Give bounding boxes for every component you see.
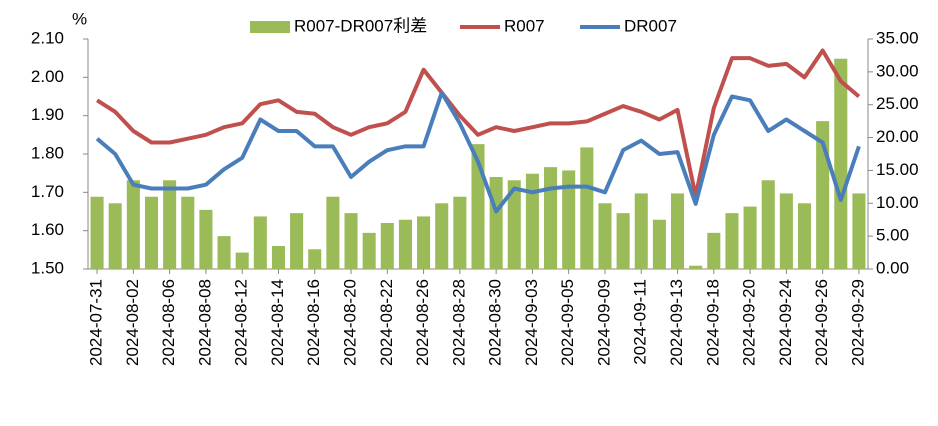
y2-tick-label: 0.00: [876, 258, 909, 277]
bar: [417, 216, 431, 269]
bar: [743, 206, 757, 269]
bar: [90, 196, 104, 269]
bar: [797, 203, 812, 269]
bar: [707, 232, 721, 269]
x-tick-label: 2024-09-11: [631, 279, 650, 365]
bar: [634, 193, 648, 269]
bar: [725, 213, 739, 269]
x-tick-label: 2024-07-31: [87, 279, 106, 366]
bar: [580, 147, 594, 269]
x-tick-label: 2024-08-28: [449, 279, 468, 366]
legend-label: DR007: [624, 16, 677, 35]
bar: [525, 173, 539, 269]
bar: [344, 213, 358, 269]
y-tick-label: 1.70: [31, 182, 64, 201]
bar: [652, 219, 666, 269]
x-tick-label: 2024-09-09: [594, 279, 613, 366]
y2-tick-label: 15.00: [876, 160, 919, 179]
x-tick-label: 2024-09-20: [740, 279, 759, 366]
bar: [308, 249, 322, 269]
y-unit-label: %: [72, 9, 87, 28]
bar: [489, 177, 503, 269]
y-tick-label: 2.10: [31, 28, 64, 47]
y2-tick-label: 20.00: [876, 127, 919, 146]
bar: [689, 265, 703, 269]
bar: [271, 246, 285, 269]
y-tick-label: 1.80: [31, 143, 64, 162]
bar: [852, 193, 866, 269]
line: [95, 90, 861, 214]
x-tick-label: 2024-08-12: [232, 279, 251, 366]
x-tick-label: 2024-09-13: [667, 279, 686, 366]
bar: [380, 223, 394, 269]
x-tick-label: 2024-09-26: [812, 279, 831, 366]
bar: [453, 196, 467, 269]
y2-tick-label: 35.00: [876, 28, 919, 47]
x-tick-label: 2024-08-08: [195, 279, 214, 366]
x-tick-label: 2024-09-18: [703, 279, 722, 366]
legend-label: R007: [504, 16, 545, 35]
bar: [253, 216, 267, 269]
bar: [398, 219, 412, 269]
x-tick-label: 2024-08-06: [159, 279, 178, 366]
y2-tick-label: 10.00: [876, 193, 919, 212]
bar: [562, 170, 576, 269]
bar: [235, 252, 249, 269]
legend-label: R007-DR007利差: [294, 16, 427, 35]
x-tick-label: 2024-09-03: [522, 279, 541, 366]
x-tick-label: 2024-08-14: [268, 279, 287, 366]
bar: [217, 236, 231, 269]
bar: [544, 167, 558, 269]
y2-tick-label: 25.00: [876, 94, 919, 113]
x-tick-label: 2024-09-05: [558, 279, 577, 366]
bar: [144, 196, 159, 269]
legend-swatch: [250, 21, 290, 33]
bar: [616, 213, 630, 269]
bar: [290, 213, 304, 269]
bar: [326, 196, 340, 269]
bar: [108, 203, 122, 269]
bar: [181, 196, 195, 269]
bar: [761, 180, 775, 269]
y-tick-label: 2.00: [31, 67, 64, 86]
bar: [779, 193, 793, 269]
x-tick-label: 2024-08-30: [486, 279, 505, 366]
y-tick-label: 1.90: [31, 105, 64, 124]
x-tick-label: 2024-08-20: [341, 279, 360, 366]
bar: [834, 58, 848, 269]
x-tick-label: 2024-08-16: [304, 279, 323, 366]
x-tick-label: 2024-08-26: [413, 279, 432, 366]
x-tick-label: 2024-09-29: [848, 279, 867, 366]
bar: [435, 203, 449, 269]
bar: [362, 232, 376, 269]
x-tick-label: 2024-08-22: [377, 279, 396, 366]
bar: [163, 180, 177, 269]
y2-tick-label: 30.00: [876, 61, 919, 80]
bar: [126, 180, 140, 269]
bar: [199, 209, 213, 269]
x-tick-label: 2024-08-02: [123, 279, 142, 366]
line: [95, 48, 861, 199]
bar: [671, 193, 685, 269]
y2-tick-label: 5.00: [876, 226, 909, 245]
bar: [507, 180, 521, 269]
y-tick-label: 1.60: [31, 220, 64, 239]
y-tick-label: 1.50: [31, 258, 64, 277]
x-tick-label: 2024-09-24: [776, 279, 795, 366]
bar: [598, 203, 612, 269]
